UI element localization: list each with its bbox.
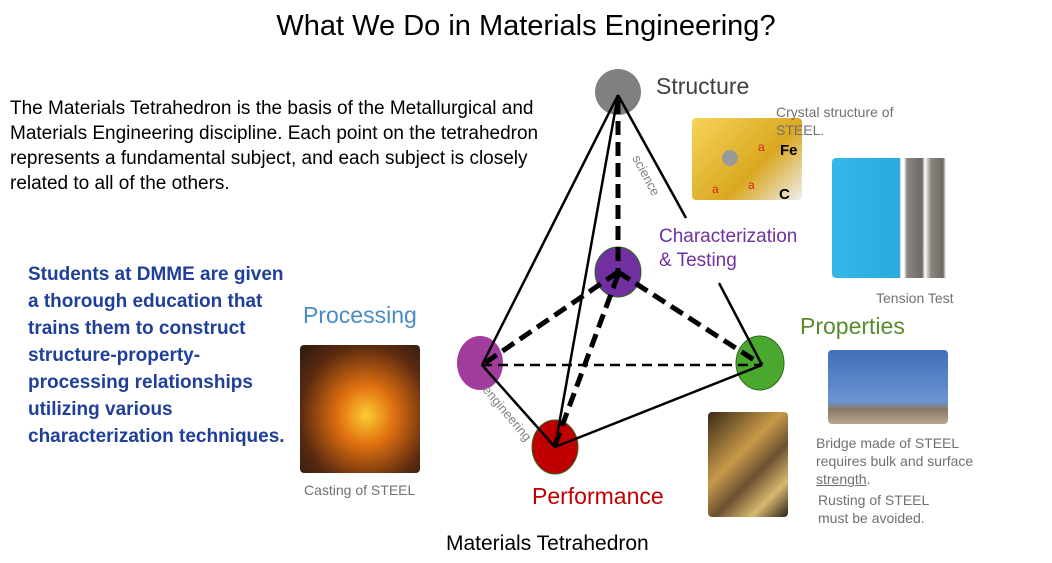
strength-text: strength [816,471,867,487]
edge-performance-properties [554,363,763,449]
students-paragraph: Students at DMME are given a thorough ed… [28,264,285,447]
bridge-caption: Bridge made of STEEL requires bulk and s… [816,434,996,488]
bridge-caption-end: . [866,471,871,487]
science-label: science [629,152,663,198]
tension-caption: Tension Test [876,290,954,306]
crystal-structure-image: a a a [692,118,802,200]
edge-processing-performance [481,364,556,448]
edge-structure-processing [480,94,620,366]
characterization-label-line2: & Testing [659,250,737,271]
casting-image [300,345,420,473]
tension-test-image [832,158,982,278]
characterization-label-line1: Characterization [659,226,798,247]
bridge-caption-text: Bridge made of STEEL requires bulk and s… [816,435,974,469]
edge-structure-performance [553,94,620,448]
lattice-a-label: a [748,178,755,192]
structure-node [595,69,641,115]
crystal-caption: Crystal structure of STEEL. [776,104,894,138]
lattice-a-label: a [758,140,765,154]
edge-structure-properties [616,94,688,219]
properties-label: Properties [800,313,905,339]
characterization-label: Characterization & Testing [659,225,797,273]
lattice-a-label: a [712,182,719,196]
c-label: C [779,186,790,203]
fe-label: Fe [780,142,798,159]
edge-characterization-performance [552,274,621,446]
bridge-image [828,350,948,424]
edge-structure-properties-lower [717,282,764,366]
rust-caption: Rusting of STEEL must be avoided. [818,492,929,526]
diagram-caption: Materials Tetrahedron [446,532,649,555]
edge-characterization-properties [616,269,764,368]
rusting-image [708,412,788,517]
slide-title: What We Do in Materials Engineering? [276,10,776,42]
structure-label: Structure [656,73,750,99]
tetrahedron-edges [480,94,764,449]
intro-paragraph: The Materials Tetrahedron is the basis o… [10,98,539,194]
casting-caption: Casting of STEEL [304,482,416,498]
processing-label: Processing [303,302,417,328]
edge-characterization-processing [480,269,620,368]
performance-label: Performance [532,483,664,509]
